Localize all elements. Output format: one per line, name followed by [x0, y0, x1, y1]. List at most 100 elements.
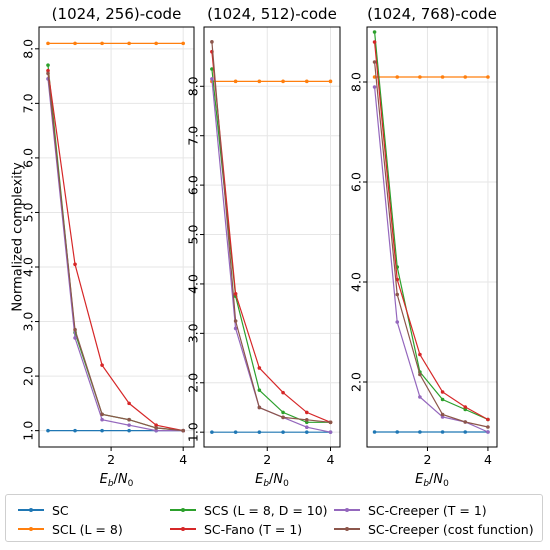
data-point	[418, 75, 422, 79]
x-tick-label: 2	[263, 452, 271, 467]
data-point	[257, 388, 262, 392]
data-point	[257, 405, 262, 410]
legend-item: SC	[18, 502, 69, 518]
data-point	[372, 60, 377, 64]
data-point	[463, 405, 468, 409]
data-point	[233, 79, 238, 84]
y-tick-label: 8.0	[349, 72, 364, 92]
data-point	[463, 420, 468, 424]
data-point	[418, 352, 422, 357]
data-point	[328, 79, 333, 84]
data-point	[281, 79, 285, 84]
legend-swatch	[170, 505, 196, 515]
data-point	[418, 430, 422, 434]
data-point	[304, 420, 309, 425]
data-point	[395, 430, 400, 434]
legend-swatch	[334, 505, 360, 515]
data-point	[100, 428, 104, 433]
data-point	[281, 415, 285, 420]
data-point	[181, 41, 185, 46]
data-point	[304, 410, 309, 415]
data-point	[372, 430, 377, 434]
data-point	[46, 428, 50, 433]
legend-label: SC-Fano (T = 1)	[204, 521, 303, 537]
legend-label: SCS (L = 8, D = 10)	[204, 502, 328, 518]
y-tick-label: 2.0	[186, 373, 201, 393]
chart-panel-1: (1024, 256)-code 2 4 1.0 2.0 3.0 4.0 5.0 6.0 7.0 8…	[11, 5, 195, 489]
y-tick-label: 8.0	[186, 76, 201, 96]
data-point	[440, 430, 445, 434]
x-tick-label: 2	[107, 452, 115, 467]
data-point	[100, 417, 104, 422]
data-point	[304, 418, 309, 422]
x-tick-label: 4	[484, 452, 492, 467]
data-point	[127, 401, 131, 406]
data-point	[73, 428, 77, 433]
data-point	[210, 40, 214, 44]
legend-item: SC-Creeper (cost function)	[334, 521, 534, 537]
data-point	[46, 68, 50, 73]
data-point	[281, 410, 285, 415]
data-point	[46, 41, 50, 46]
y-tick-label: 1.0	[21, 421, 36, 441]
data-point	[418, 372, 422, 377]
data-point	[233, 292, 238, 296]
series-line-5	[374, 86, 489, 433]
series-line-4	[211, 51, 331, 423]
legend-item: SCS (L = 8, D = 10)	[170, 502, 328, 518]
y-tick-label: 1.0	[186, 422, 201, 442]
data-point	[73, 41, 77, 46]
data-point	[486, 75, 490, 79]
y-tick-label: 2.0	[21, 366, 36, 386]
data-point	[395, 292, 400, 297]
data-point	[372, 30, 377, 34]
data-point	[233, 326, 238, 331]
chart-title: (1024, 768)-code	[367, 5, 497, 23]
chart-panel-2: (1024, 512)-code 2 4 1.0 2.0 3.0 4.0 5.0 6.0 7.0 8…	[186, 5, 341, 489]
chart-legend: SC SCL (L = 8) SCS (L = 8, D = 10) SC-Fano …	[5, 494, 543, 542]
data-point	[328, 430, 333, 434]
data-point	[486, 430, 490, 434]
data-point	[440, 390, 445, 394]
plot-frame	[366, 26, 498, 448]
data-point	[154, 428, 158, 433]
data-point	[210, 430, 214, 434]
data-point	[127, 41, 131, 46]
data-point	[395, 320, 400, 324]
data-point	[304, 79, 309, 84]
data-point	[210, 67, 214, 71]
y-tick-label: 4.0	[21, 257, 36, 277]
data-point	[73, 327, 77, 332]
data-point	[46, 63, 50, 67]
data-point	[440, 412, 445, 417]
data-point	[100, 412, 104, 417]
y-tick-label: 3.0	[186, 323, 201, 343]
series-line-6	[374, 61, 489, 428]
data-point	[257, 79, 262, 84]
y-tick-label: 7.0	[186, 126, 201, 146]
chart-title: (1024, 256)-code	[52, 5, 182, 23]
data-point	[46, 71, 50, 76]
chart-panel-3: (1024, 768)-code 2 4 2.0 4.0 6.0 8.0 Eb/N0	[349, 5, 498, 489]
data-point	[257, 430, 262, 434]
x-tick-label: 4	[327, 452, 335, 467]
plot-frame	[203, 26, 341, 448]
series-line-5	[47, 78, 184, 432]
legend-label: SC-Creeper (T = 1)	[368, 502, 487, 518]
series-line-4	[374, 41, 489, 421]
legend-label: SC	[52, 502, 69, 518]
data-point	[127, 417, 131, 422]
data-point	[328, 420, 333, 425]
data-point	[463, 407, 468, 412]
x-axis-label: Eb/N0	[255, 472, 289, 489]
data-point	[100, 363, 104, 367]
data-point	[154, 423, 158, 427]
data-point	[181, 428, 185, 433]
data-point	[372, 85, 377, 89]
series-line-6	[211, 41, 331, 423]
data-point	[281, 430, 285, 434]
y-tick-label: 3.0	[21, 312, 36, 332]
legend-label: SC-Creeper (cost function)	[368, 521, 534, 537]
y-tick-label: 4.0	[349, 272, 364, 292]
legend-swatch	[170, 524, 196, 534]
